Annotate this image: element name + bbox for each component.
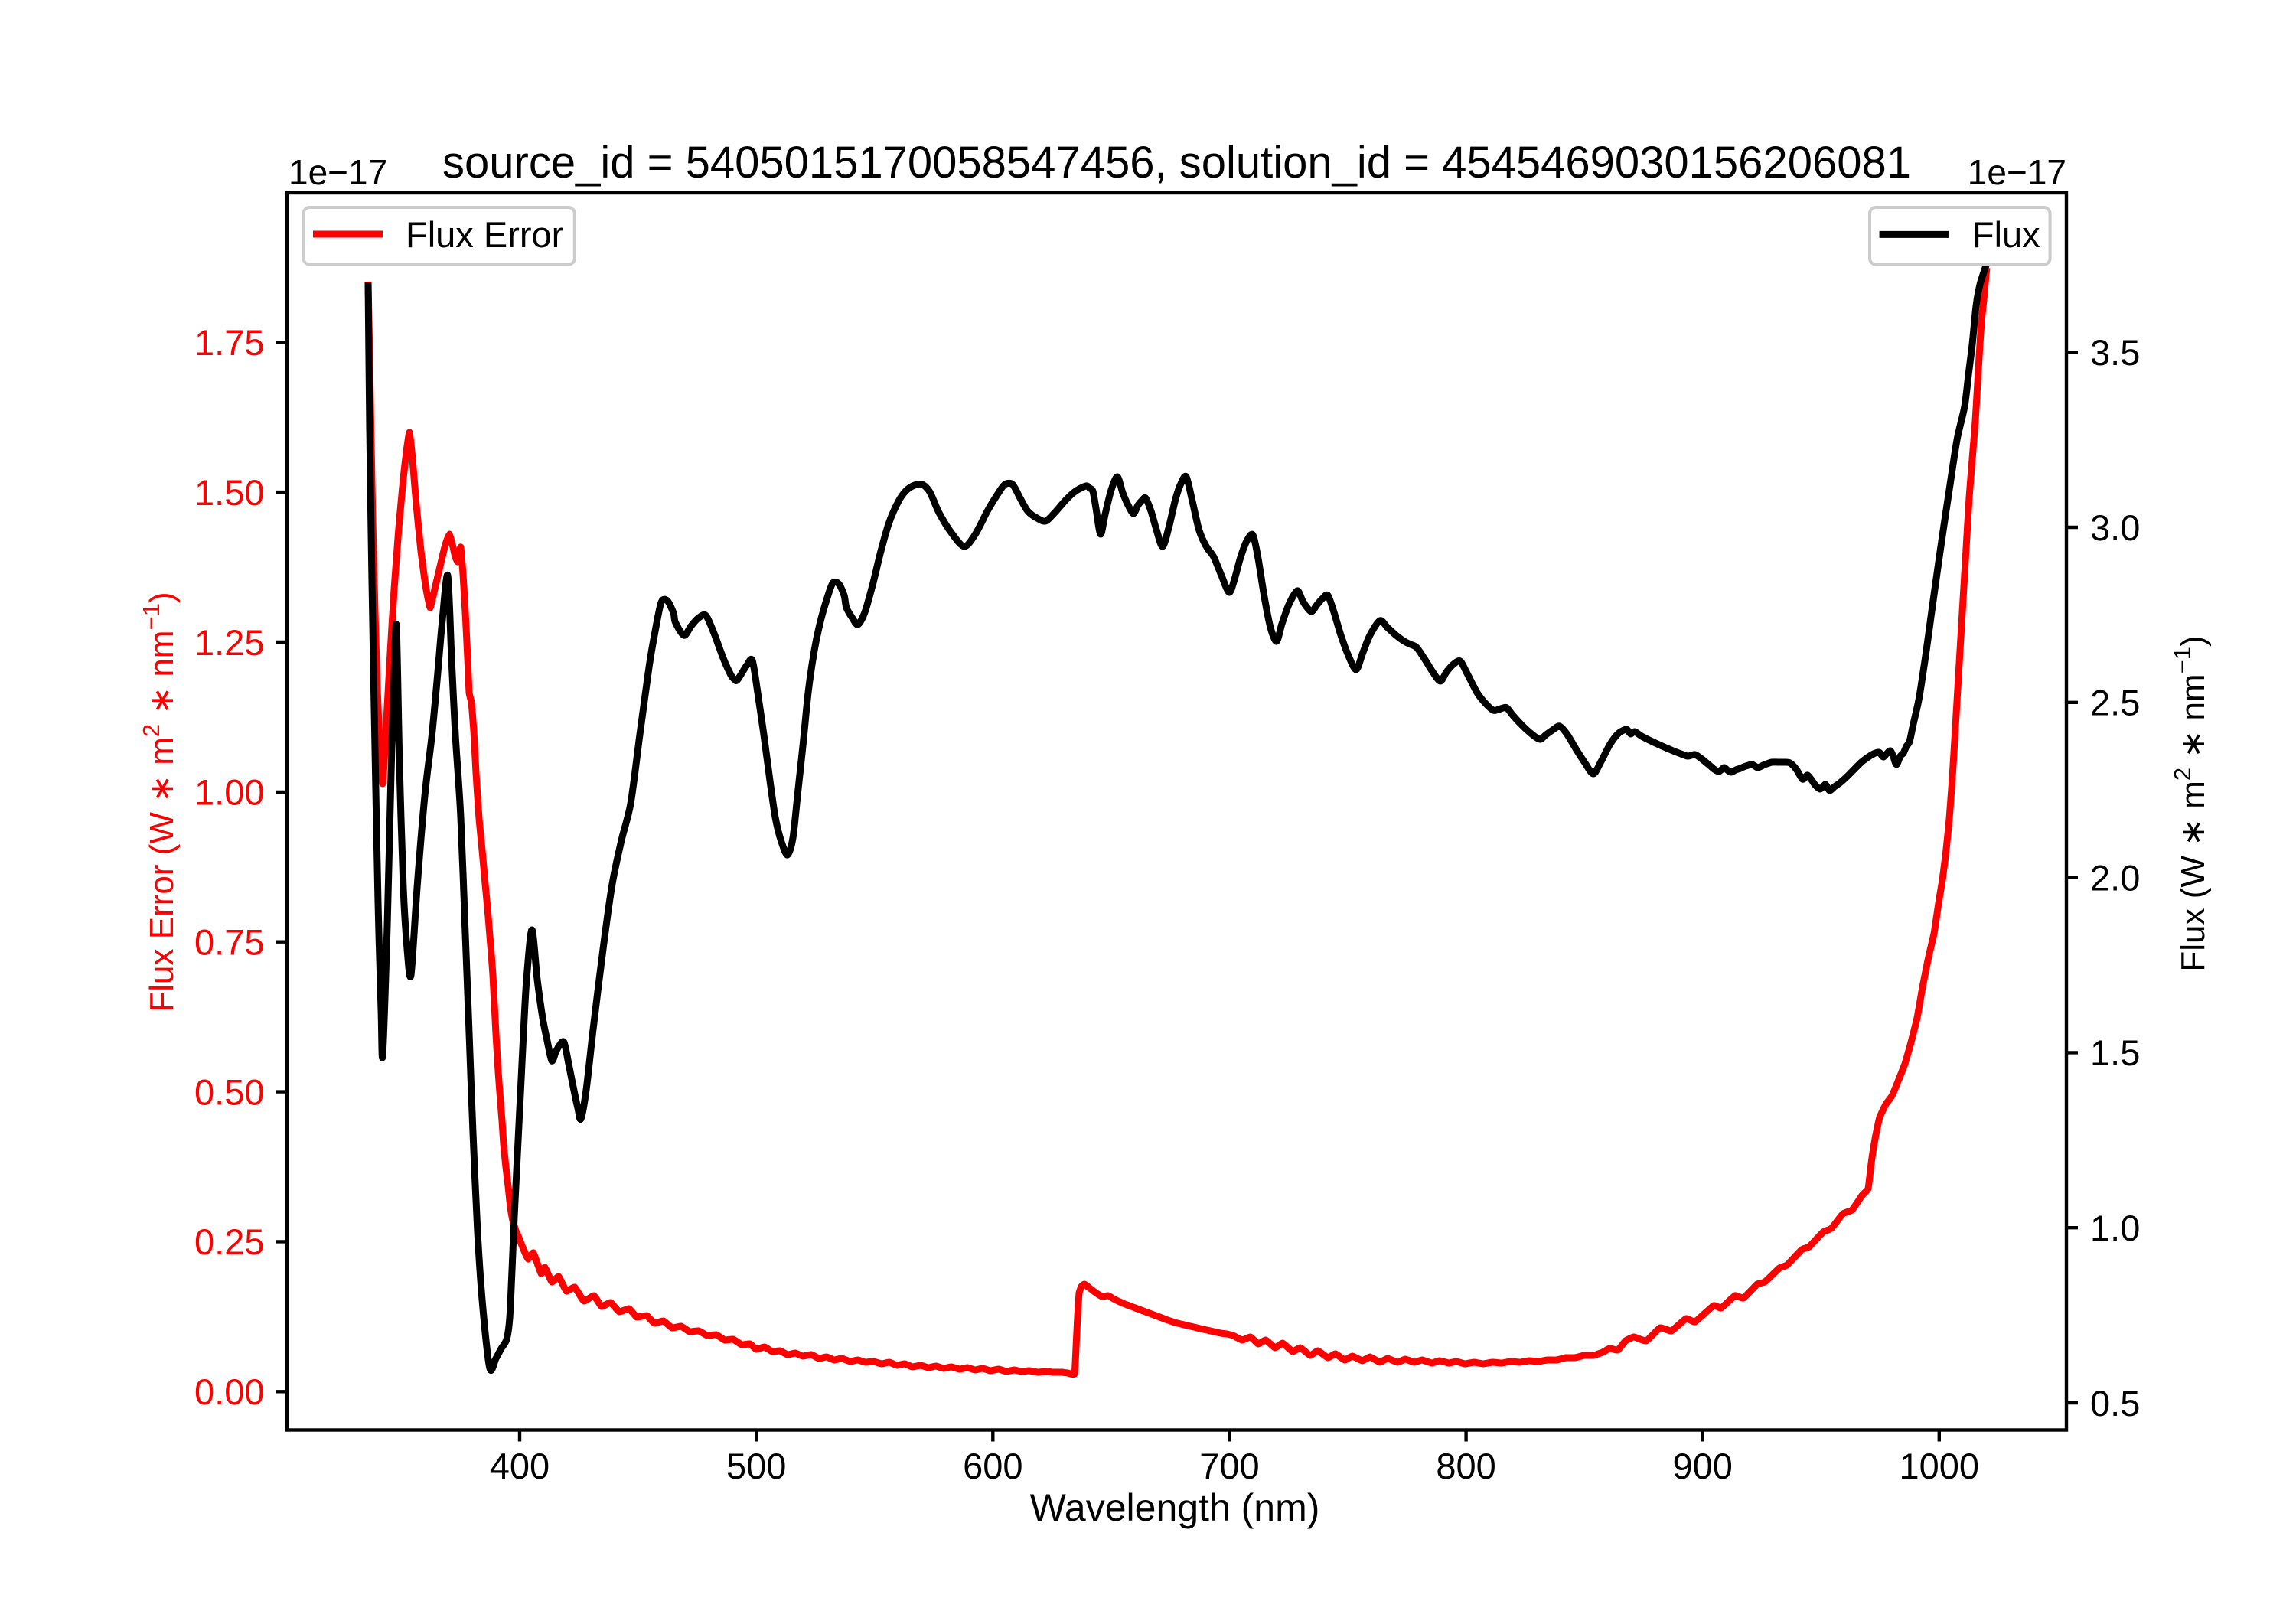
svg-text:Flux: Flux (1972, 214, 2040, 255)
svg-text:source_id = 540501517005854745: source_id = 5405015170058547456, solutio… (442, 138, 1911, 188)
svg-text:1e−17: 1e−17 (1968, 152, 2066, 192)
svg-text:Flux Error (W ∗ m2 ∗ nm−1): Flux Error (W ∗ m2 ∗ nm−1) (138, 592, 181, 1012)
svg-text:900: 900 (1672, 1446, 1732, 1486)
svg-text:1.0: 1.0 (2090, 1208, 2140, 1248)
svg-text:3.5: 3.5 (2090, 332, 2140, 373)
svg-text:Wavelength (nm): Wavelength (nm) (1030, 1486, 1320, 1529)
svg-text:3.0: 3.0 (2090, 507, 2140, 548)
svg-text:1e−17: 1e−17 (289, 152, 387, 192)
svg-text:1.00: 1.00 (194, 772, 264, 813)
svg-text:0.00: 0.00 (194, 1371, 264, 1412)
svg-text:700: 700 (1199, 1446, 1259, 1486)
svg-text:400: 400 (490, 1446, 550, 1486)
svg-text:0.75: 0.75 (194, 922, 264, 963)
svg-text:500: 500 (726, 1446, 786, 1486)
svg-text:1.25: 1.25 (194, 622, 264, 663)
svg-text:0.50: 0.50 (194, 1071, 264, 1112)
svg-text:1000: 1000 (1900, 1446, 1980, 1486)
svg-text:Flux Error: Flux Error (406, 214, 563, 255)
svg-text:2.0: 2.0 (2090, 857, 2140, 898)
svg-text:800: 800 (1436, 1446, 1495, 1486)
svg-text:1.75: 1.75 (194, 322, 264, 363)
svg-text:1.5: 1.5 (2090, 1032, 2140, 1073)
svg-text:600: 600 (963, 1446, 1022, 1486)
svg-text:0.25: 0.25 (194, 1221, 264, 1262)
svg-text:0.5: 0.5 (2090, 1383, 2140, 1423)
svg-text:1.50: 1.50 (194, 472, 264, 513)
svg-text:Flux (W ∗ m2 ∗ nm−1): Flux (W ∗ m2 ∗ nm−1) (2169, 635, 2212, 971)
svg-text:2.5: 2.5 (2090, 683, 2140, 723)
